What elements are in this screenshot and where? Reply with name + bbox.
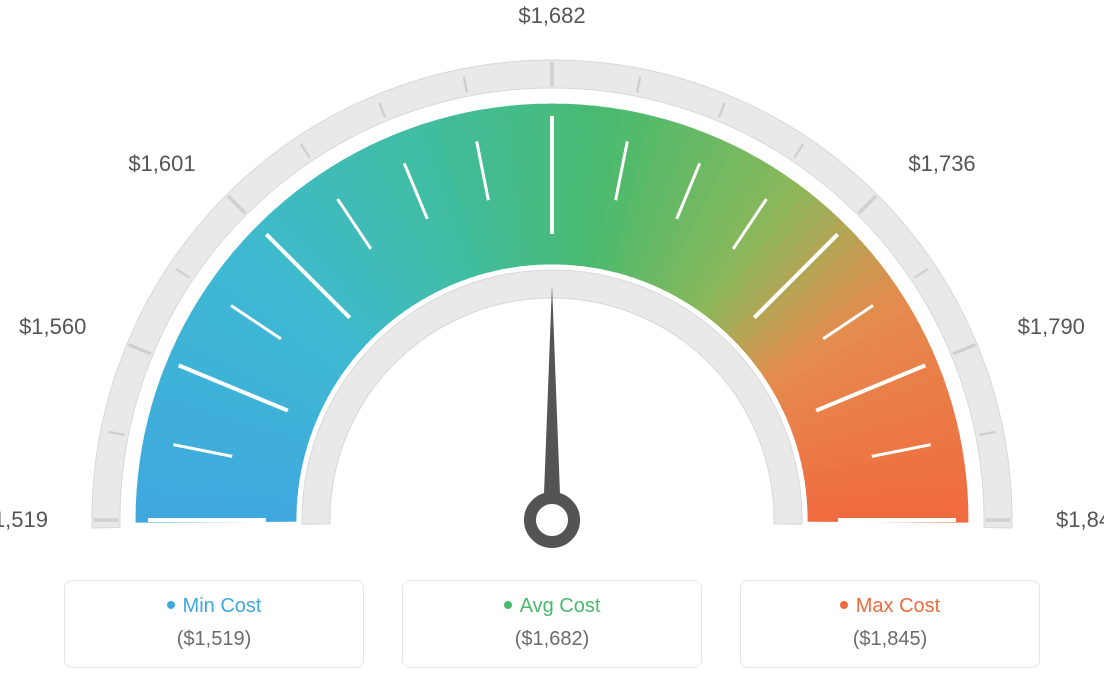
chart-container: $1,519 $1,560 $1,601 $1,682 $1,736 $1,790 $1,8… (0, 0, 1104, 690)
legend-title: Max Cost (751, 595, 1029, 618)
gauge-area: $1,519 $1,560 $1,601 $1,682 $1,736 $1,790 $1,8… (0, 0, 1104, 560)
legend-value: ($1,519) (75, 628, 353, 651)
legend-label: Avg Cost (520, 595, 601, 617)
legend-row: Min Cost ($1,519) Avg Cost ($1,682) Max Cost… (0, 580, 1104, 668)
legend-card: Avg Cost ($1,682) (402, 580, 702, 668)
gauge-svg (52, 50, 1052, 570)
tick-label: $1,682 (518, 3, 585, 29)
needle-base (530, 498, 574, 542)
legend-label: Max Cost (856, 595, 940, 617)
legend-dot-icon (504, 601, 512, 609)
legend-dot-icon (840, 601, 848, 609)
legend-card: Max Cost ($1,845) (740, 580, 1040, 668)
tick-label: $1,560 (19, 314, 86, 340)
legend-title: Avg Cost (413, 595, 691, 618)
tick-label: $1,519 (0, 507, 48, 533)
tick-label: $1,790 (1018, 314, 1085, 340)
tick-label: $1,601 (128, 151, 195, 177)
tick-label: $1,736 (908, 151, 975, 177)
tick-label: $1,845 (1056, 507, 1104, 533)
legend-dot-icon (167, 601, 175, 609)
legend-value: ($1,845) (751, 628, 1029, 651)
legend-card: Min Cost ($1,519) (64, 580, 364, 668)
needle (543, 285, 561, 520)
legend-label: Min Cost (183, 595, 262, 617)
legend-title: Min Cost (75, 595, 353, 618)
legend-value: ($1,682) (413, 628, 691, 651)
